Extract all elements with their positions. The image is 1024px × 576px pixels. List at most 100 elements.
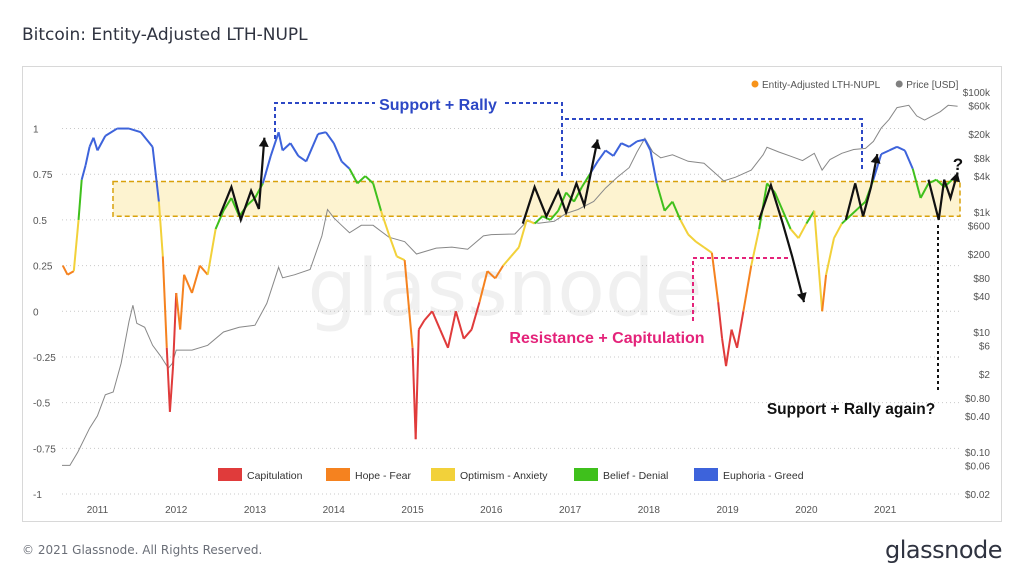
nupl-segment xyxy=(72,219,80,272)
y-right-tick-label: $0.40 xyxy=(965,412,990,423)
nupl-segment xyxy=(214,210,225,230)
nupl-segment xyxy=(502,255,512,267)
nupl-segment xyxy=(61,265,69,276)
nupl-segment xyxy=(96,135,107,151)
nupl-segment xyxy=(717,302,724,339)
y-right-tick-label: $8k xyxy=(974,154,991,165)
nupl-segment xyxy=(305,133,319,162)
nupl-segment xyxy=(687,233,697,243)
nupl-segment xyxy=(655,183,666,212)
nupl-segment xyxy=(565,191,575,203)
nupl-segment xyxy=(151,146,160,202)
trend-arrow-head xyxy=(796,292,807,303)
nupl-segment xyxy=(297,155,307,163)
nupl-segment xyxy=(671,201,682,221)
x-tick-label: 2021 xyxy=(874,505,897,516)
nupl-segment xyxy=(462,328,473,340)
nupl-segment xyxy=(289,142,300,157)
nupl-segment xyxy=(165,347,171,412)
y-right-tick-label: $0.80 xyxy=(965,394,990,405)
zone-legend-swatch xyxy=(326,468,350,481)
nupl-segment xyxy=(269,131,280,157)
nupl-segment xyxy=(636,138,646,143)
y-left-tick-label: -0.75 xyxy=(33,444,56,455)
nupl-segment xyxy=(872,153,883,181)
trend-arrow-head xyxy=(870,154,881,164)
support-bracket xyxy=(505,102,563,178)
y-right-tick-label: $40 xyxy=(973,292,990,303)
nupl-segment xyxy=(695,241,705,249)
chart-annotation: Resistance + Capitulation xyxy=(509,330,704,347)
nupl-segment xyxy=(736,311,745,348)
nupl-segment xyxy=(261,155,272,184)
y-right-tick-label: $600 xyxy=(968,221,991,232)
nupl-segment xyxy=(663,200,674,212)
nupl-segment xyxy=(750,228,761,266)
nupl-segment xyxy=(84,146,91,166)
nupl-segment xyxy=(206,228,217,275)
x-tick-label: 2015 xyxy=(401,505,424,516)
trend-arrow xyxy=(521,139,599,224)
nupl-segment xyxy=(340,160,351,170)
nupl-segment xyxy=(104,127,118,137)
zone-legend-swatch xyxy=(574,468,598,481)
nupl-segment xyxy=(628,140,638,148)
nupl-segment xyxy=(789,228,800,239)
y-right-tick-label: $100k xyxy=(963,88,991,99)
nupl-segment xyxy=(92,137,99,151)
nupl-segment xyxy=(478,270,489,303)
zone-legend-label: Belief - Denial xyxy=(603,470,668,482)
support-bracket xyxy=(565,118,863,170)
zone-legend-swatch xyxy=(218,468,242,481)
nupl-segment xyxy=(825,237,835,275)
nupl-segment xyxy=(849,208,859,217)
nupl-segment xyxy=(903,150,914,170)
zone-legend-label: Hope - Fear xyxy=(355,470,412,482)
trend-arrow xyxy=(758,181,806,303)
nupl-segment xyxy=(281,142,292,152)
x-tick-label: 2019 xyxy=(716,505,739,516)
nupl-segment xyxy=(179,274,186,330)
nupl-segment xyxy=(526,219,536,225)
x-tick-label: 2014 xyxy=(323,505,346,516)
nupl-segment xyxy=(222,197,233,212)
nupl-segment xyxy=(332,142,343,162)
support-band xyxy=(112,180,961,218)
legend-marker xyxy=(895,80,903,88)
nupl-segment xyxy=(604,149,614,157)
x-tick-label: 2013 xyxy=(244,505,267,516)
chart-annotation: Support + Rally xyxy=(379,97,497,114)
nupl-segment xyxy=(612,142,623,157)
x-tick-label: 2016 xyxy=(480,505,503,516)
nupl-segment xyxy=(470,301,481,330)
nupl-segment xyxy=(396,255,406,262)
nupl-segment xyxy=(486,270,496,280)
trend-arrow-head xyxy=(590,139,601,150)
y-right-tick-label: $0.06 xyxy=(965,461,990,472)
resistance-bracket xyxy=(692,257,788,322)
nupl-segment xyxy=(168,366,175,412)
zone-legend-swatch xyxy=(694,468,718,481)
nupl-segment xyxy=(417,319,426,331)
legend-item-label: Entity-Adjusted LTH-NUPL xyxy=(762,80,881,91)
nupl-segment xyxy=(721,338,728,367)
nupl-segment xyxy=(833,223,843,239)
nupl-segment xyxy=(364,175,374,185)
nupl-segment xyxy=(157,201,164,257)
nupl-segment xyxy=(380,210,390,235)
nupl-segment xyxy=(387,234,398,257)
nupl-segment xyxy=(730,329,739,349)
y-left-tick-label: 0.75 xyxy=(33,170,53,181)
nupl-segment xyxy=(431,310,442,330)
legend-marker xyxy=(751,80,759,88)
y-right-tick-label: $20k xyxy=(968,130,991,141)
nupl-segment xyxy=(644,139,652,151)
zone-legend-swatch xyxy=(431,468,455,481)
nupl-segment xyxy=(821,274,828,312)
nupl-segment xyxy=(423,310,433,322)
y-left-tick-label: 0.25 xyxy=(33,262,53,273)
nupl-segment xyxy=(573,186,583,203)
nupl-segment xyxy=(277,131,284,151)
y-right-tick-label: $6 xyxy=(979,341,991,352)
